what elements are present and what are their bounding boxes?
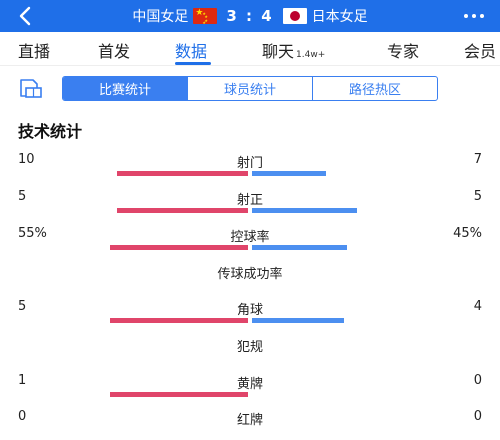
active-tab-indicator bbox=[175, 62, 211, 65]
stat-label: 传球成功率 bbox=[217, 267, 283, 282]
stat-row: 犯规 bbox=[0, 336, 500, 366]
home-stat-bar bbox=[117, 208, 248, 213]
stat-row: 5 角球 4 bbox=[0, 299, 500, 329]
stat-row: 55% 控球率 45% bbox=[0, 226, 500, 256]
match-score: 3 : 4 bbox=[226, 7, 274, 25]
home-stat-value: 5 bbox=[18, 189, 27, 204]
pitch-view-icon[interactable] bbox=[18, 77, 44, 99]
stat-label: 黄牌 bbox=[236, 377, 263, 392]
stat-label: 射门 bbox=[236, 156, 263, 171]
match-header: 中国女足 ★ ★ ★ ★ ★ 3 : 4 日本女足 bbox=[0, 0, 500, 32]
more-options-icon[interactable] bbox=[464, 2, 484, 30]
chat-count: 1.4w+ bbox=[296, 50, 326, 60]
away-stat-value: 4 bbox=[473, 299, 482, 314]
tab-experts[interactable]: 专家 bbox=[387, 38, 419, 62]
stats-segmented-control: 比赛统计 球员统计 路径热区 bbox=[62, 76, 438, 101]
stat-row: 5 射正 5 bbox=[0, 189, 500, 219]
away-stat-bar bbox=[252, 318, 344, 323]
tab-live[interactable]: 直播 bbox=[18, 38, 50, 62]
stat-row: 传球成功率 bbox=[0, 263, 500, 293]
tab-label: 专家 bbox=[387, 42, 420, 61]
section-title: 技术统计 bbox=[18, 122, 83, 141]
match-nav-tabs: 直播 首发 数据 聊天 1.4w+ 专家 会员 bbox=[0, 32, 500, 66]
stat-row: 0 红牌 0 bbox=[0, 409, 500, 439]
away-team-name: 日本女足 bbox=[311, 9, 368, 25]
tab-label: 聊天 bbox=[262, 42, 295, 61]
away-stat-value: 7 bbox=[473, 152, 482, 167]
stat-label: 射正 bbox=[236, 193, 263, 208]
segment-match-stats[interactable]: 比赛统计 bbox=[63, 77, 188, 100]
tab-lineup[interactable]: 首发 bbox=[98, 38, 130, 62]
tab-label: 直播 bbox=[18, 42, 51, 61]
away-stat-value: 5 bbox=[473, 189, 482, 204]
away-stat-bar bbox=[252, 208, 357, 213]
match-summary: 中国女足 ★ ★ ★ ★ ★ 3 : 4 日本女足 bbox=[0, 0, 500, 32]
home-stat-value: 5 bbox=[18, 299, 27, 314]
stat-label: 角球 bbox=[236, 303, 263, 318]
tab-member[interactable]: 会员 bbox=[464, 38, 496, 62]
stat-row: 1 黄牌 0 bbox=[0, 373, 500, 403]
japan-flag-icon bbox=[282, 8, 307, 24]
away-stat-bar bbox=[252, 171, 326, 176]
home-stat-bar bbox=[110, 318, 248, 323]
away-stat-value: 45% bbox=[453, 226, 482, 241]
segment-heatmap[interactable]: 路径热区 bbox=[348, 83, 401, 98]
tab-label: 数据 bbox=[175, 42, 208, 61]
away-stat-value: 0 bbox=[473, 373, 482, 388]
home-stat-value: 10 bbox=[18, 152, 35, 167]
home-stat-value: 55% bbox=[18, 226, 47, 241]
home-stat-bar bbox=[110, 392, 248, 397]
tab-label: 首发 bbox=[98, 42, 131, 61]
away-stat-value: 0 bbox=[473, 409, 482, 424]
home-stat-value: 1 bbox=[18, 373, 27, 388]
stat-label: 犯规 bbox=[236, 340, 263, 355]
home-stat-value: 0 bbox=[18, 409, 27, 424]
stat-label: 红牌 bbox=[236, 413, 263, 428]
home-stat-bar bbox=[117, 171, 248, 176]
stat-label: 控球率 bbox=[230, 230, 270, 245]
tab-chat[interactable]: 聊天 1.4w+ bbox=[262, 38, 325, 62]
segment-player-stats[interactable]: 球员统计 bbox=[188, 77, 313, 100]
home-stat-bar bbox=[110, 245, 248, 250]
china-flag-icon: ★ ★ ★ ★ ★ bbox=[193, 8, 218, 24]
stat-row: 10 射门 7 bbox=[0, 152, 500, 182]
away-stat-bar bbox=[252, 245, 347, 250]
home-team-name: 中国女足 bbox=[132, 9, 189, 25]
tab-label: 会员 bbox=[464, 42, 497, 61]
tab-data[interactable]: 数据 bbox=[175, 38, 207, 62]
back-icon[interactable] bbox=[14, 4, 38, 28]
